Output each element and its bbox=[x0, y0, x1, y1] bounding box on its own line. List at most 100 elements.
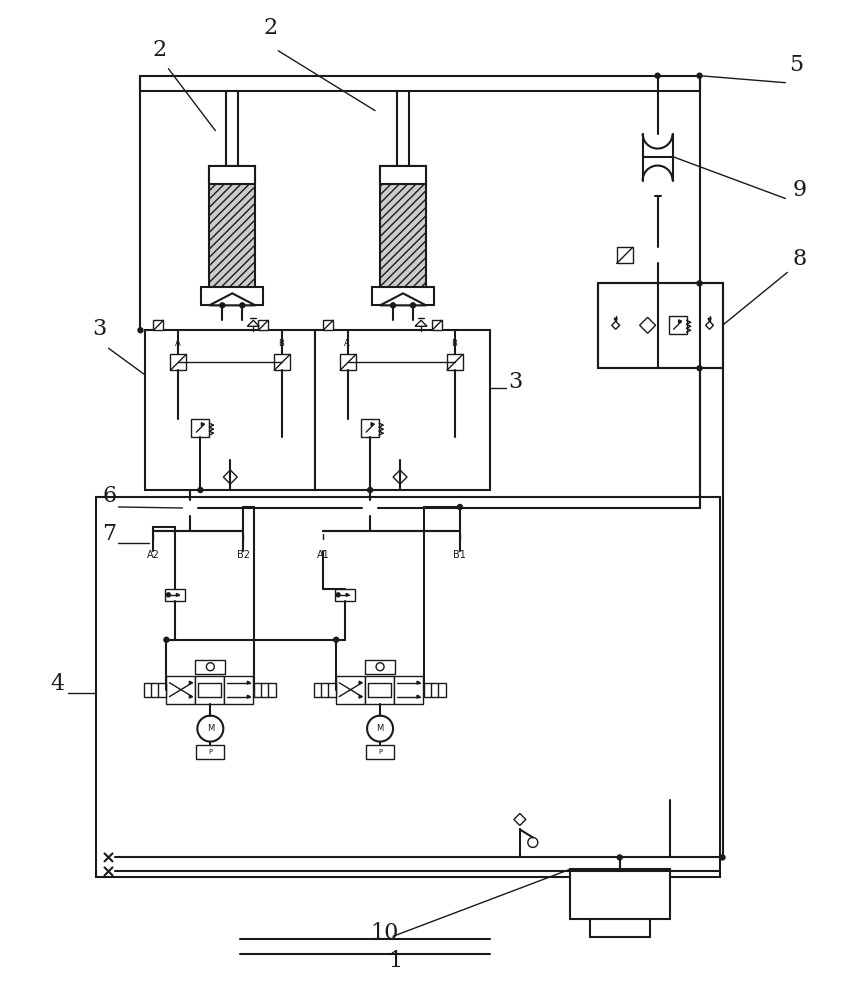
Text: A2: A2 bbox=[147, 550, 160, 560]
Text: B: B bbox=[279, 339, 284, 348]
Bar bbox=[366, 745, 394, 759]
Bar bbox=[424, 683, 446, 697]
Bar bbox=[598, 283, 722, 368]
Bar bbox=[361, 419, 379, 437]
Polygon shape bbox=[359, 695, 362, 698]
Polygon shape bbox=[614, 318, 617, 321]
Polygon shape bbox=[189, 681, 192, 684]
Bar bbox=[210, 166, 255, 305]
Bar bbox=[191, 419, 210, 437]
Circle shape bbox=[198, 488, 203, 493]
Bar bbox=[170, 354, 186, 370]
Circle shape bbox=[617, 855, 622, 860]
Polygon shape bbox=[189, 695, 192, 698]
Text: 8: 8 bbox=[792, 248, 807, 270]
Bar bbox=[669, 316, 686, 334]
Text: B1: B1 bbox=[454, 550, 466, 560]
Text: M: M bbox=[207, 724, 214, 733]
Bar bbox=[432, 320, 442, 330]
Bar bbox=[196, 745, 224, 759]
Circle shape bbox=[655, 73, 660, 78]
Circle shape bbox=[240, 303, 245, 308]
Text: 1: 1 bbox=[388, 950, 402, 972]
Bar bbox=[365, 676, 394, 704]
Bar bbox=[365, 660, 395, 674]
Polygon shape bbox=[322, 536, 325, 539]
Bar bbox=[340, 354, 356, 370]
Bar bbox=[335, 589, 355, 601]
Text: 2: 2 bbox=[264, 17, 277, 39]
Circle shape bbox=[697, 366, 702, 371]
Polygon shape bbox=[458, 536, 461, 539]
Bar bbox=[145, 683, 167, 697]
Circle shape bbox=[164, 637, 169, 642]
Bar bbox=[616, 247, 632, 263]
Circle shape bbox=[151, 528, 156, 533]
Circle shape bbox=[697, 73, 702, 78]
Bar bbox=[447, 354, 463, 370]
Bar bbox=[146, 330, 315, 490]
Circle shape bbox=[333, 637, 338, 642]
Text: B2: B2 bbox=[237, 550, 250, 560]
Bar bbox=[323, 320, 333, 330]
Text: B: B bbox=[451, 339, 457, 348]
Circle shape bbox=[220, 303, 225, 308]
Circle shape bbox=[369, 506, 371, 509]
Text: 9: 9 bbox=[792, 179, 807, 201]
Text: 3: 3 bbox=[93, 318, 107, 340]
Text: A: A bbox=[344, 339, 350, 348]
Polygon shape bbox=[248, 681, 250, 684]
Bar bbox=[195, 676, 224, 704]
Polygon shape bbox=[242, 536, 245, 539]
Bar bbox=[195, 660, 226, 674]
Circle shape bbox=[188, 528, 193, 533]
Circle shape bbox=[391, 303, 396, 308]
Polygon shape bbox=[708, 318, 711, 321]
Bar bbox=[224, 676, 253, 704]
Bar bbox=[254, 683, 276, 697]
Polygon shape bbox=[359, 681, 362, 684]
Bar bbox=[201, 287, 264, 305]
Bar bbox=[315, 330, 490, 490]
Circle shape bbox=[457, 528, 462, 533]
Circle shape bbox=[241, 528, 246, 533]
Text: M: M bbox=[376, 724, 384, 733]
Polygon shape bbox=[679, 320, 681, 323]
Text: 6: 6 bbox=[103, 485, 117, 507]
Text: A1: A1 bbox=[317, 550, 329, 560]
Circle shape bbox=[138, 328, 143, 333]
Text: P: P bbox=[208, 749, 212, 755]
Text: 2: 2 bbox=[152, 39, 167, 61]
Polygon shape bbox=[152, 536, 155, 539]
Circle shape bbox=[336, 593, 340, 597]
Bar bbox=[95, 497, 720, 877]
Circle shape bbox=[411, 303, 415, 308]
Text: 3: 3 bbox=[508, 371, 522, 393]
Polygon shape bbox=[417, 695, 420, 698]
Bar bbox=[167, 676, 195, 704]
Circle shape bbox=[368, 528, 372, 533]
Circle shape bbox=[697, 281, 702, 286]
Circle shape bbox=[321, 528, 326, 533]
Text: A: A bbox=[174, 339, 180, 348]
Bar bbox=[394, 676, 423, 704]
Text: 10: 10 bbox=[370, 922, 398, 944]
Text: 4: 4 bbox=[51, 673, 65, 695]
Polygon shape bbox=[380, 293, 426, 305]
Bar bbox=[380, 166, 426, 305]
Bar bbox=[210, 166, 255, 184]
Circle shape bbox=[720, 855, 725, 860]
Circle shape bbox=[697, 505, 702, 510]
Circle shape bbox=[167, 593, 170, 597]
Bar bbox=[336, 676, 365, 704]
Polygon shape bbox=[177, 593, 179, 596]
Polygon shape bbox=[210, 293, 255, 305]
Polygon shape bbox=[417, 681, 420, 684]
Polygon shape bbox=[248, 695, 250, 698]
Bar bbox=[258, 320, 269, 330]
Bar bbox=[372, 287, 434, 305]
Bar bbox=[314, 683, 336, 697]
Circle shape bbox=[457, 504, 462, 509]
Circle shape bbox=[368, 488, 372, 493]
Text: 5: 5 bbox=[790, 54, 803, 76]
